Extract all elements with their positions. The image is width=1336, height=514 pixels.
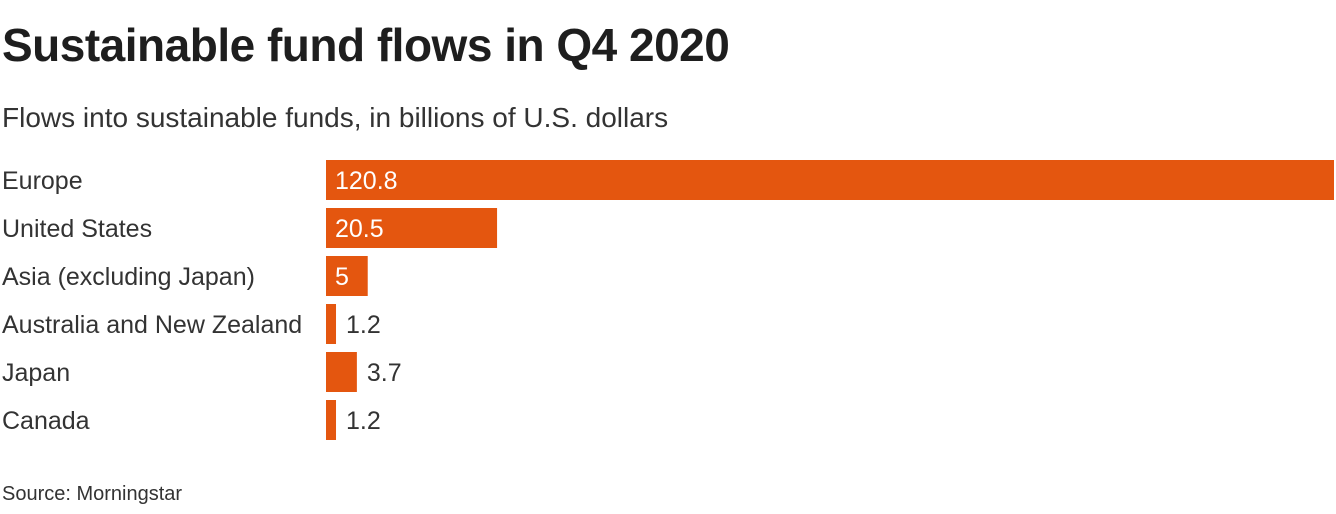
category-label: Japan [2,359,70,387]
bar [326,208,498,248]
category-label: Asia (excluding Japan) [2,263,255,291]
chart-title: Sustainable fund flows in Q4 2020 [2,19,730,71]
bar [326,256,368,296]
bar [326,352,357,392]
chart-subtitle: Flows into sustainable funds, in billion… [2,102,669,133]
bar [326,304,337,344]
category-label: Canada [2,407,90,435]
value-label: 3.7 [367,359,402,387]
bar [326,400,337,440]
value-label: 1.2 [346,311,381,339]
value-label: 120.8 [335,167,398,195]
value-label: 1.2 [346,407,381,435]
value-label: 20.5 [335,215,384,243]
category-label: Australia and New Zealand [2,311,302,339]
source-note: Source: Morningstar [2,483,183,505]
value-label: 5 [335,263,349,291]
category-label: Europe [2,167,83,195]
category-label: United States [2,215,152,243]
bar-chart: Europe 120.8 United States 20.5 Asia (exclud… [2,160,1334,440]
bar [326,160,1334,200]
